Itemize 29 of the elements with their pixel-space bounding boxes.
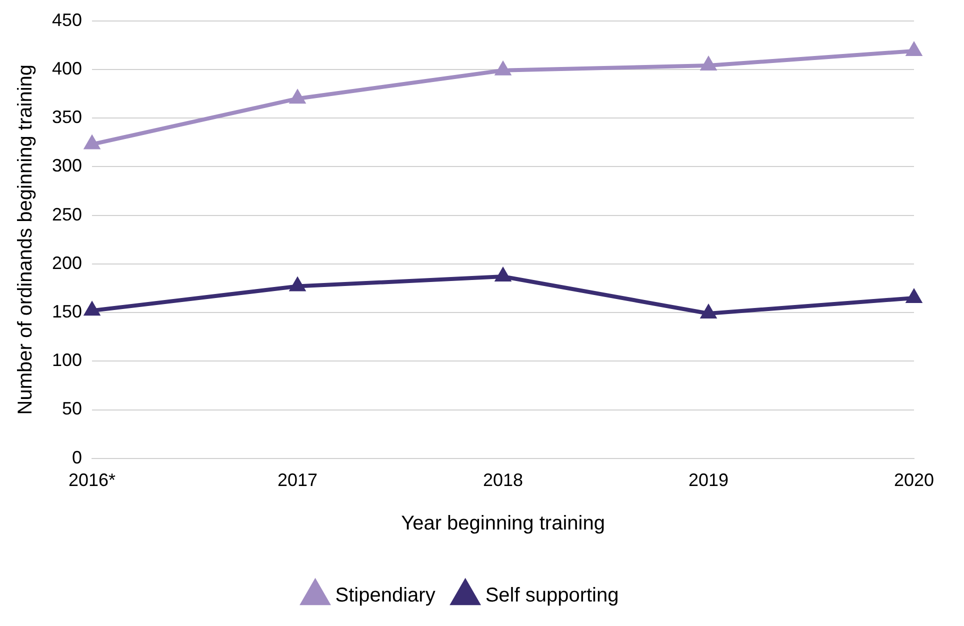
point	[494, 267, 512, 282]
x-tick-label: 2020	[894, 470, 934, 490]
y-tick-label: 0	[72, 447, 82, 468]
y-tick-label: 100	[52, 350, 82, 370]
point	[494, 60, 512, 76]
x-tick-label: 2018	[482, 470, 524, 490]
legend-label: Stipendiary	[335, 584, 436, 607]
y-axis-title: Number of ordinands beginning training	[14, 64, 37, 415]
y-tick-label: 350	[52, 107, 82, 128]
point	[289, 89, 306, 104]
point	[700, 56, 717, 71]
x-axis-title: Year beginning training	[401, 512, 605, 535]
point	[84, 134, 100, 150]
y-tick-label: 200	[52, 252, 82, 273]
point	[84, 301, 100, 316]
x-tick-label: 2016*	[68, 470, 116, 490]
x-tick-label: 2019	[688, 470, 729, 490]
y-tick-label: 50	[62, 398, 82, 419]
y-tick-label: 150	[52, 302, 82, 322]
point	[700, 304, 717, 319]
point	[906, 41, 922, 56]
y-tick-label: 400	[52, 58, 82, 78]
y-tick-label: 450	[52, 10, 82, 30]
legend-label: Self supporting	[485, 584, 619, 607]
y-tick-label: 300	[52, 156, 82, 176]
point	[906, 288, 922, 303]
point	[289, 276, 306, 292]
y-tick-label: 250	[52, 204, 82, 224]
x-tick-label: 2017	[278, 470, 318, 490]
